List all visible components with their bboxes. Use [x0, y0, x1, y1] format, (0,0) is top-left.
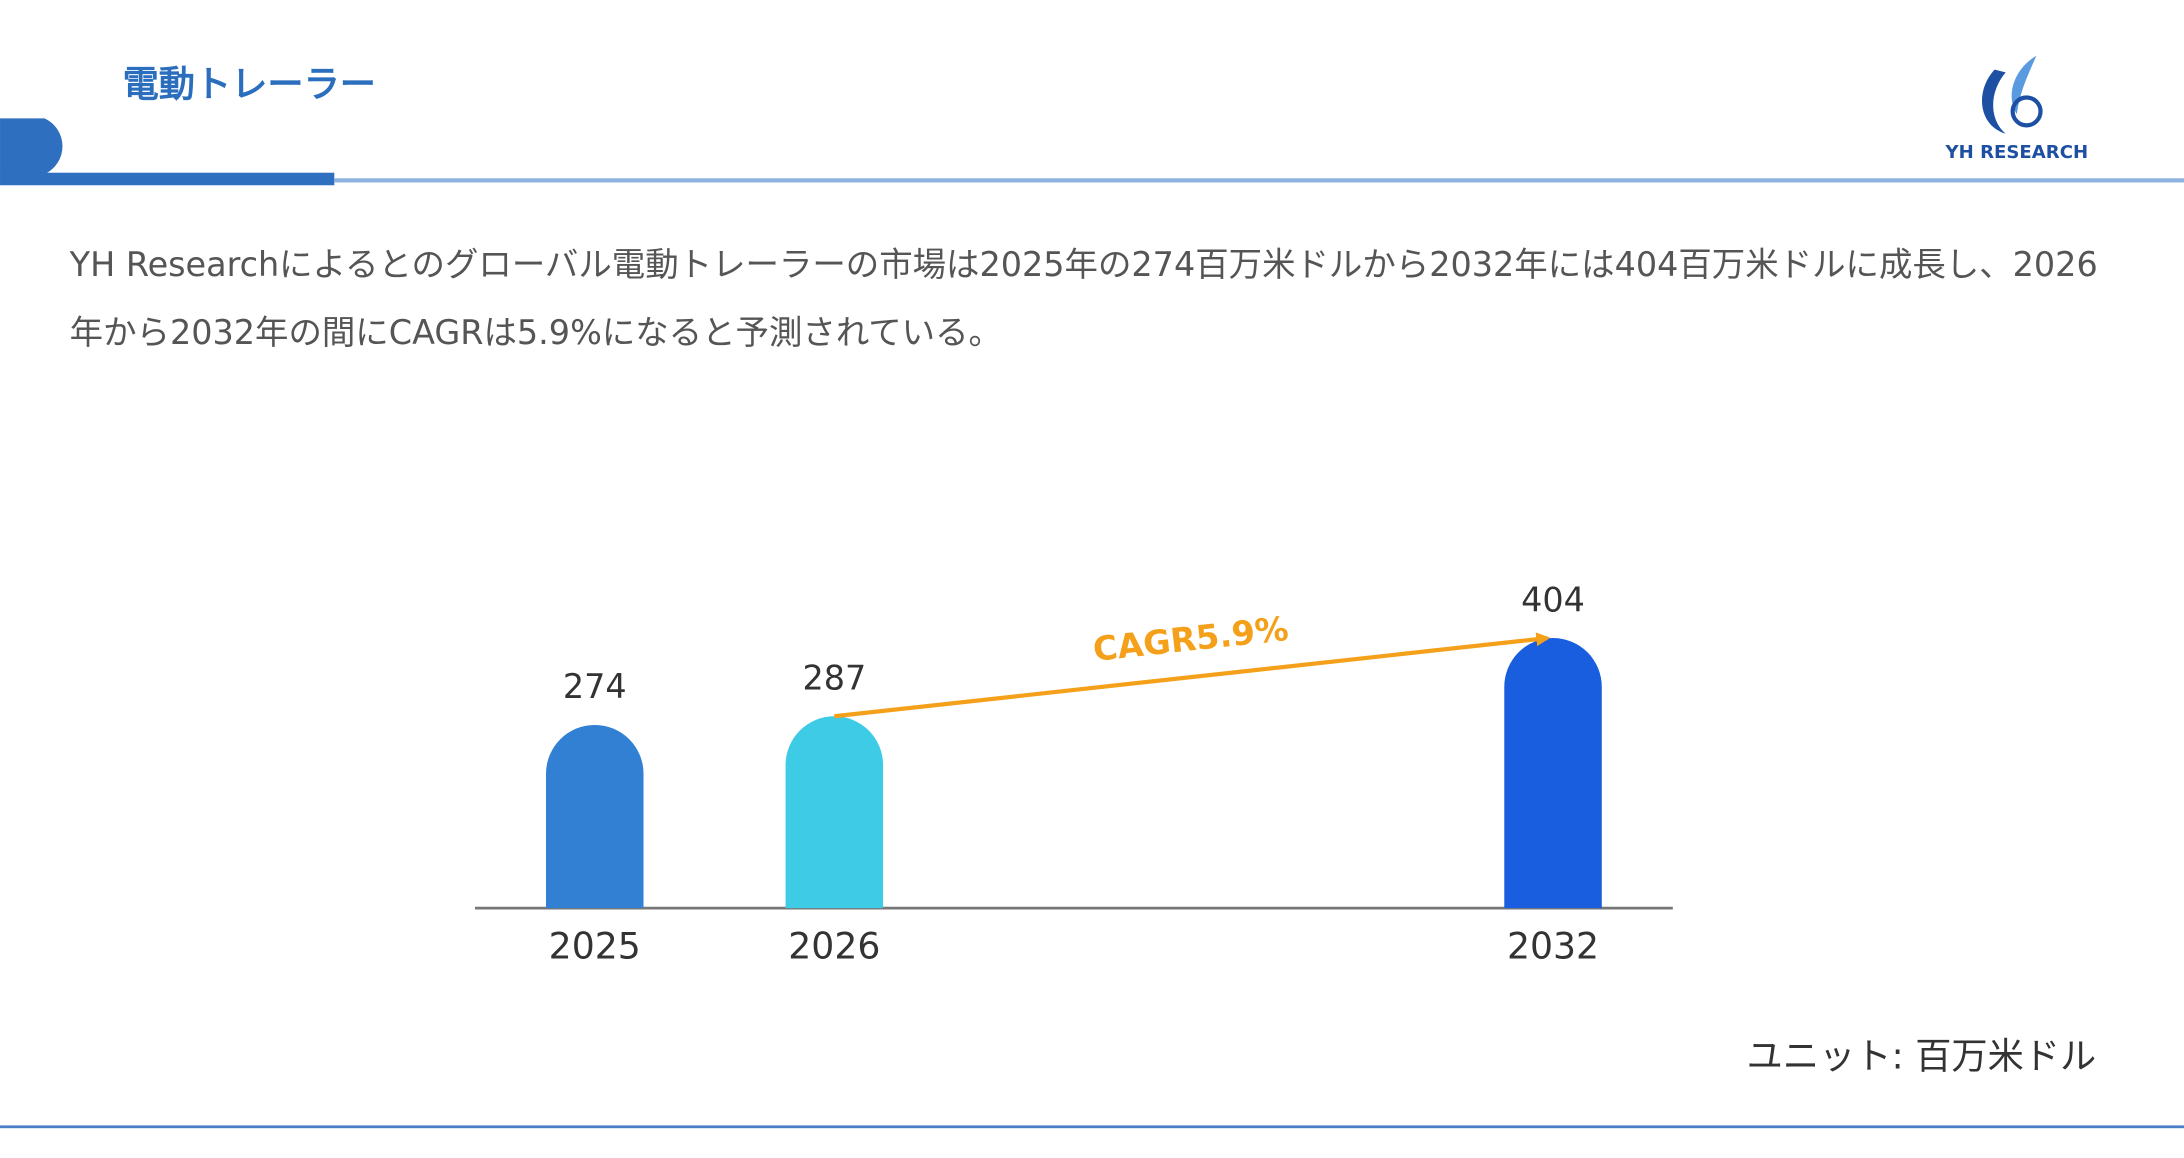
logo-circle — [2010, 95, 2043, 128]
title-bar — [0, 172, 335, 186]
value-label: 274 — [563, 667, 627, 706]
header-rule — [334, 178, 2184, 183]
x-tick-label: 2032 — [1507, 925, 1599, 968]
bar — [546, 724, 644, 909]
page-title: 電動トレーラー — [123, 62, 376, 105]
unit-label: ユニット: 百万米ドル — [1747, 1035, 2097, 1078]
cagr-arrow — [834, 632, 1551, 719]
bar — [785, 716, 884, 909]
footer-rule — [0, 1125, 2184, 1129]
title-tab — [0, 118, 63, 175]
logo-text: YH RESEARCH — [1945, 142, 2089, 163]
bar — [1504, 638, 1602, 909]
value-label: 287 — [802, 659, 866, 698]
logo-swirl — [1981, 69, 2006, 134]
logo: YH RESEARCH — [1945, 55, 2089, 163]
cagr-annotation: CAGR5.9% — [1091, 609, 1290, 669]
description-box: YH Researchによるとのグローバル電動トレーラーの市場は2025年の27… — [69, 245, 2098, 353]
x-tick-label: 2026 — [788, 925, 880, 968]
description: YH Researchによるとのグローバル電動トレーラーの市場は2025年の27… — [69, 245, 2098, 353]
value-label: 404 — [1521, 580, 1585, 619]
x-tick-label: 2025 — [549, 925, 641, 968]
